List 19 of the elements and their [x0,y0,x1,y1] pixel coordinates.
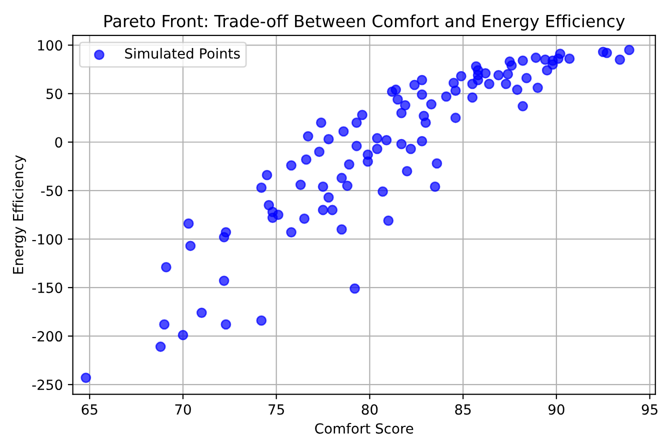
chart-title: Pareto Front: Trade-off Between Comfort and Energy Efficiency [104,14,625,31]
y-tick-label: 50 [46,88,62,100]
y-tick-label: -50 [41,186,62,196]
x-tick-label: 65 [82,404,98,415]
y-tick-label: -150 [32,282,62,294]
y-tick-label: 0 [55,137,62,148]
y-axis-title: Energy Efficiency [12,155,26,274]
x-tick-label: 95 [642,404,658,415]
y-tick-label: -250 [32,380,62,390]
x-tick-label: 90 [548,404,564,415]
x-axis-title: Comfort Score [315,422,414,434]
x-tick-label: 85 [455,404,471,415]
x-tick-label: 80 [362,404,378,415]
y-tick-label: -200 [32,331,62,342]
y-tick-label: 100 [38,40,62,51]
x-tick-label: 70 [175,404,191,415]
x-tick-label: 75 [268,404,284,415]
y-tick-label: -100 [32,234,62,245]
legend-label: Simulated Points [125,48,240,59]
